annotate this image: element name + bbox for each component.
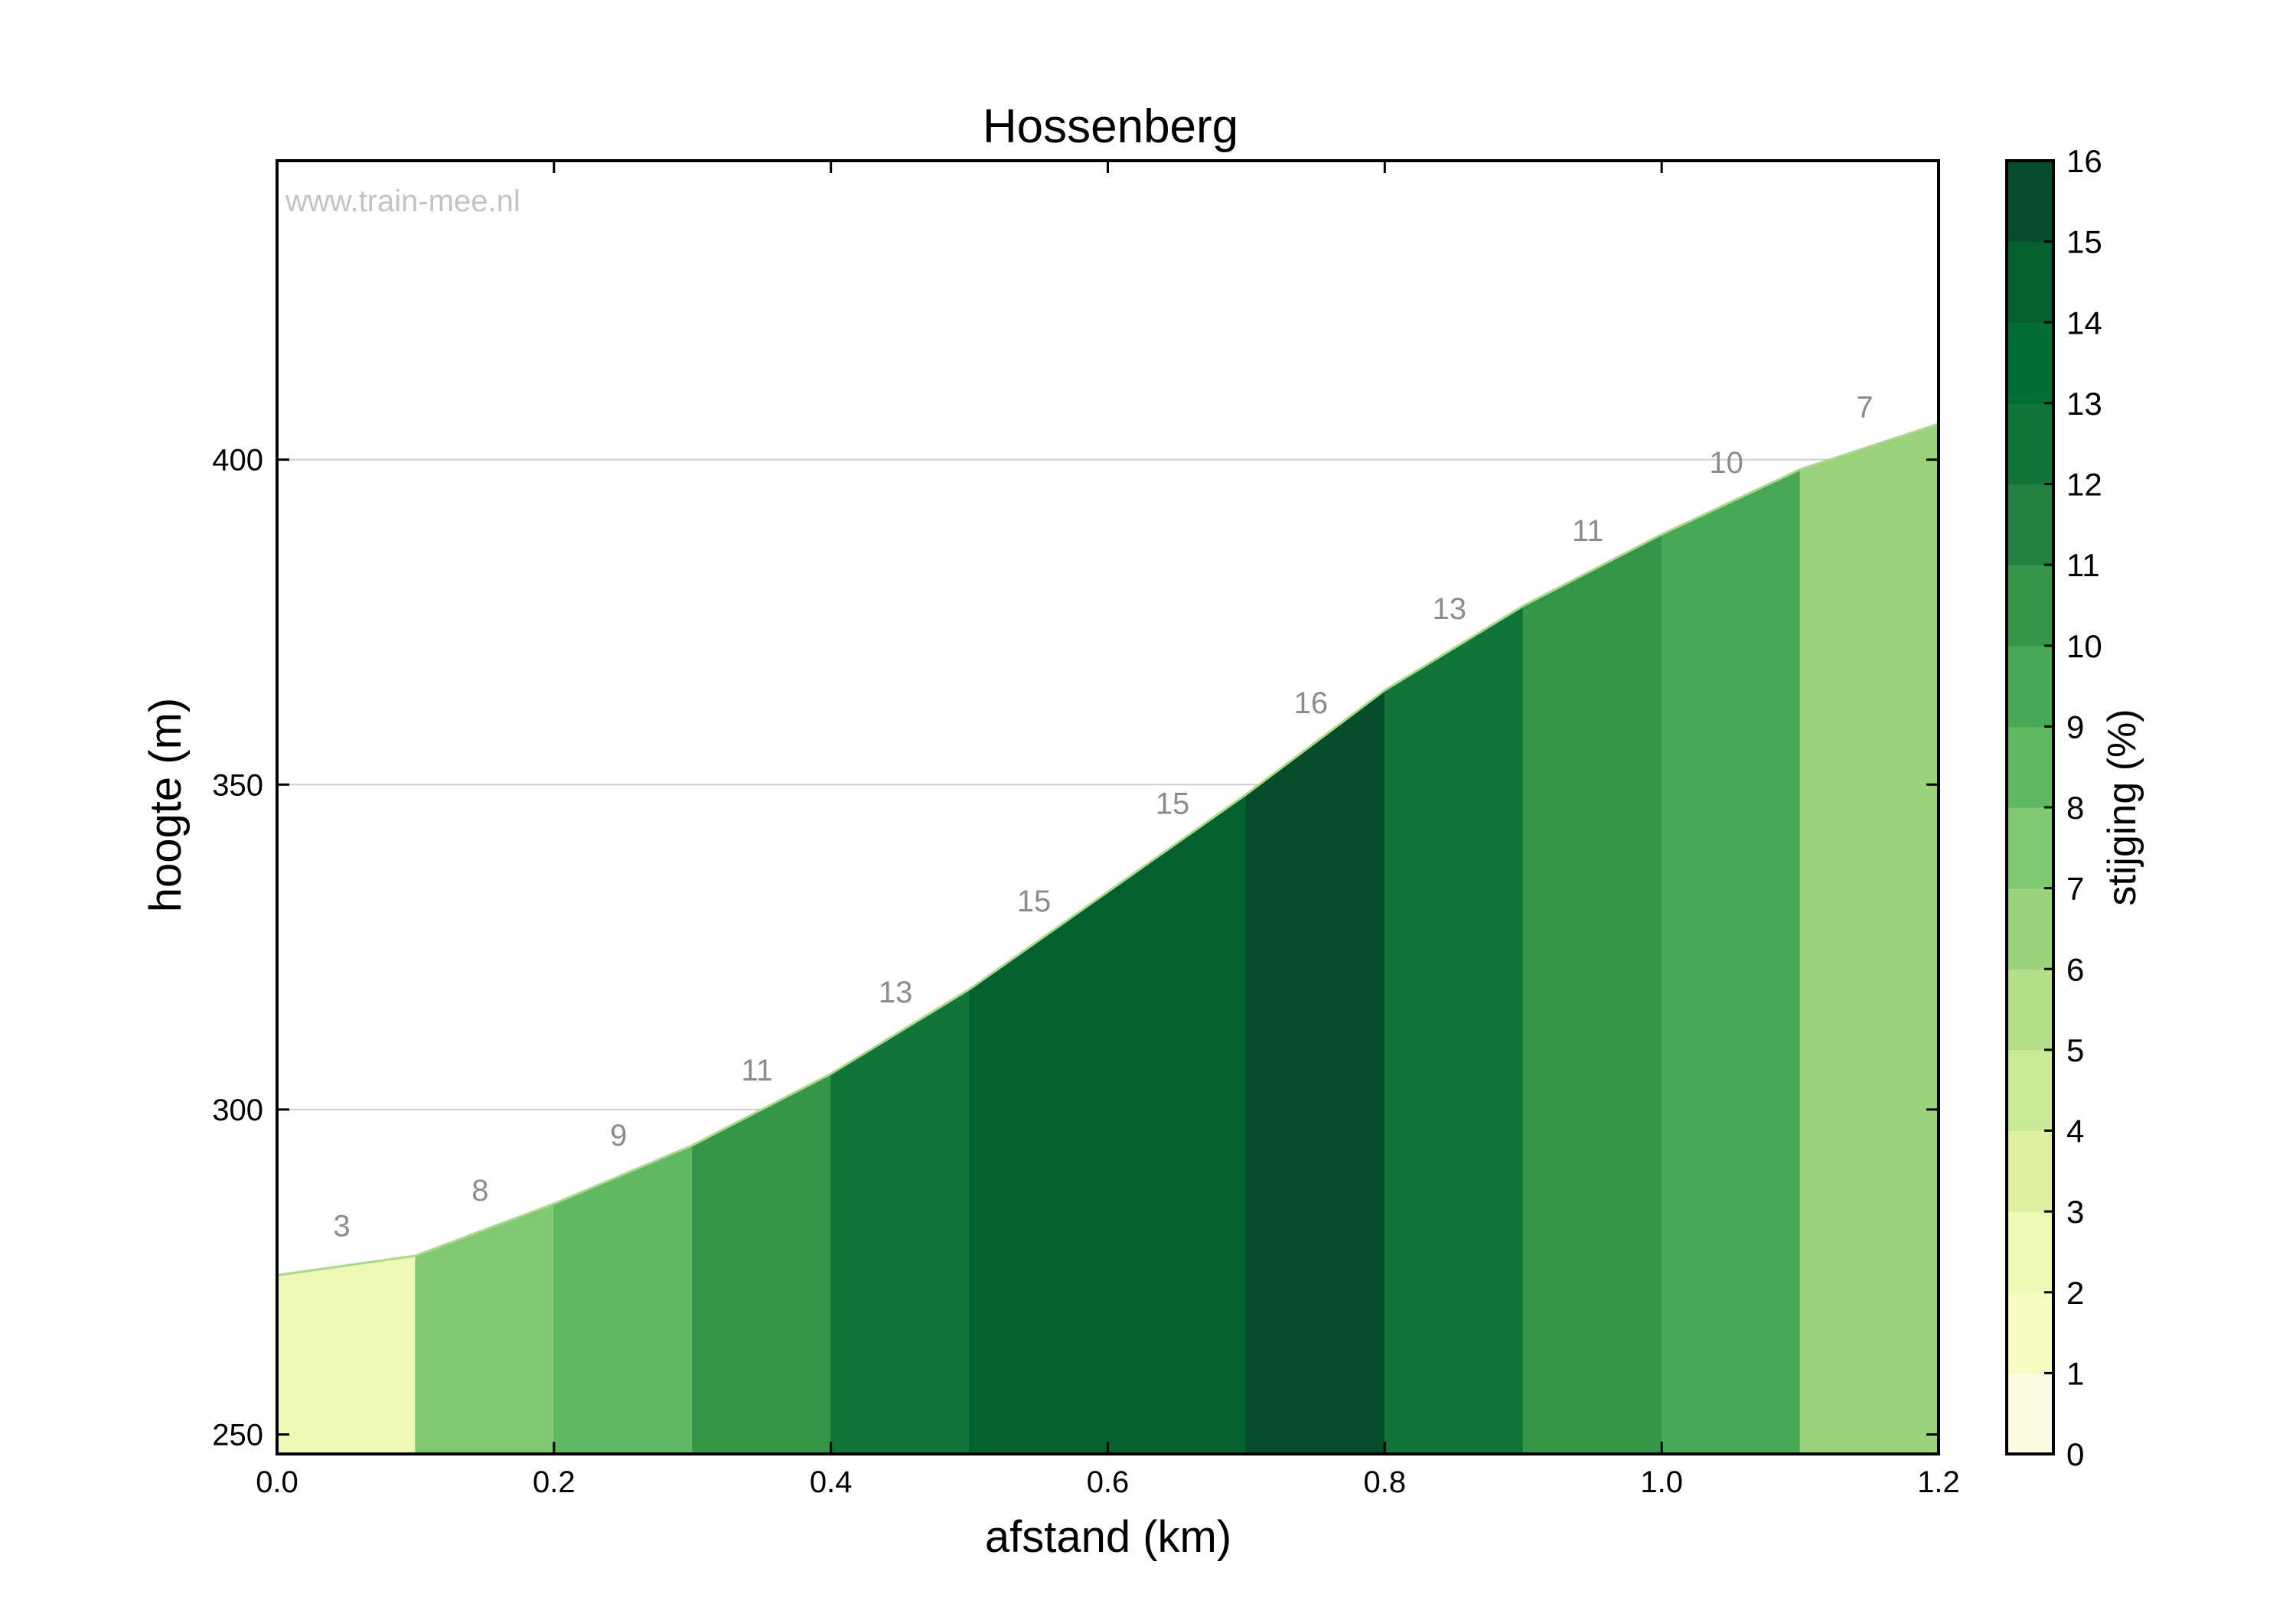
- profile-line: [276, 422, 1939, 1276]
- x-tick-label-6: 1.2: [1917, 1465, 1960, 1499]
- colorbar-band-1: [2007, 1292, 2053, 1374]
- colorbar-band-12: [2007, 403, 2053, 485]
- segment-9: [1522, 533, 1662, 1455]
- gradient-label-2: 9: [610, 1119, 627, 1152]
- gradient-label-8: 13: [1433, 592, 1467, 626]
- x-tick-label-4: 0.8: [1364, 1465, 1407, 1499]
- gradient-label-11: 7: [1856, 391, 1873, 425]
- colorbar-tick-label-7: 7: [2066, 871, 2084, 907]
- segment-11: [1799, 423, 1939, 1455]
- segment-4: [830, 988, 970, 1455]
- colorbar-tick-label-6: 6: [2066, 951, 2084, 987]
- colorbar-tick-label-14: 14: [2066, 305, 2102, 341]
- colorbar-band-3: [2007, 1130, 2053, 1212]
- colorbar-band-9: [2007, 645, 2053, 727]
- x-tick-label-2: 0.4: [810, 1465, 853, 1499]
- segment-6: [1107, 794, 1247, 1455]
- x-tick-label-3: 0.6: [1087, 1465, 1130, 1499]
- colorbar-tick-label-16: 16: [2066, 143, 2102, 179]
- chart-title: Hossenberg: [983, 100, 1238, 153]
- y-tick-label-2: 350: [212, 768, 263, 802]
- watermark: www.train-mee.nl: [285, 184, 520, 218]
- colorbar-band-2: [2007, 1211, 2053, 1293]
- gradient-label-3: 11: [741, 1054, 773, 1087]
- y-tick-label-0: 250: [212, 1419, 263, 1452]
- colorbar-tick-label-8: 8: [2066, 790, 2084, 826]
- colorbar-tick-label-15: 15: [2066, 224, 2102, 260]
- colorbar-band-14: [2007, 241, 2053, 323]
- colorbar-band-4: [2007, 1049, 2053, 1132]
- colorbar-band-7: [2007, 807, 2053, 889]
- colorbar-band-10: [2007, 565, 2053, 647]
- x-axis-label: afstand (km): [985, 1512, 1231, 1562]
- colorbar: [2007, 161, 2053, 1455]
- colorbar-tick-label-11: 11: [2066, 547, 2100, 583]
- gradient-label-0: 3: [333, 1210, 350, 1244]
- colorbar-band-0: [2007, 1373, 2053, 1455]
- colorbar-band-5: [2007, 969, 2053, 1051]
- x-axis-ticks: 0.0 0.2 0.4 0.6 0.8 1.0 1.2: [256, 161, 1960, 1499]
- colorbar-tick-label-5: 5: [2066, 1032, 2084, 1068]
- colorbar-band-11: [2007, 484, 2053, 566]
- profile-outline: [276, 422, 1939, 1276]
- colorbar-tick-label-9: 9: [2066, 709, 2084, 745]
- segment-1: [415, 1203, 555, 1455]
- colorbar-band-15: [2007, 161, 2053, 243]
- colorbar-tick-label-2: 2: [2066, 1275, 2084, 1311]
- colorbar-tick-label-12: 12: [2066, 467, 2102, 503]
- y-axis-ticks: 250 300 350 400: [212, 444, 1939, 1452]
- colorbar-label: stijging (%): [2100, 709, 2144, 905]
- gradient-labels: 3 8 9 11 13 15 15 16 13 11 10 7: [333, 391, 1873, 1244]
- y-tick-label-1: 300: [212, 1094, 263, 1127]
- colorbar-tick-label-0: 0: [2066, 1436, 2084, 1472]
- segment-2: [553, 1144, 693, 1455]
- gradient-label-4: 13: [879, 976, 913, 1009]
- gradient-label-6: 15: [1156, 787, 1190, 821]
- y-tick-label-3: 400: [212, 444, 263, 478]
- x-tick-label-5: 1.0: [1640, 1465, 1683, 1499]
- colorbar-tick-label-1: 1: [2066, 1355, 2084, 1391]
- gradient-segments: [276, 423, 1939, 1455]
- segment-0: [276, 1255, 416, 1455]
- segment-10: [1661, 468, 1801, 1455]
- colorbar-tick-label-10: 10: [2066, 628, 2102, 664]
- colorbar-tick-label-4: 4: [2066, 1113, 2084, 1149]
- segment-3: [692, 1073, 832, 1455]
- gradient-label-5: 15: [1017, 885, 1052, 918]
- x-tick-label-0: 0.0: [256, 1465, 298, 1499]
- y-axis-label: hoogte (m): [141, 698, 191, 912]
- x-tick-label-1: 0.2: [533, 1465, 576, 1499]
- segment-7: [1245, 689, 1385, 1455]
- gradient-label-7: 16: [1294, 686, 1329, 720]
- gradient-label-10: 10: [1709, 446, 1743, 480]
- colorbar-band-13: [2007, 322, 2053, 404]
- colorbar-tick-label-13: 13: [2066, 386, 2102, 422]
- colorbar-band-6: [2007, 888, 2053, 970]
- segment-5: [969, 891, 1108, 1455]
- colorbar-band-8: [2007, 726, 2053, 808]
- gradient-label-1: 8: [471, 1174, 488, 1208]
- colorbar-tick-label-3: 3: [2066, 1194, 2084, 1230]
- segment-8: [1384, 605, 1524, 1455]
- gradient-label-9: 11: [1572, 514, 1604, 548]
